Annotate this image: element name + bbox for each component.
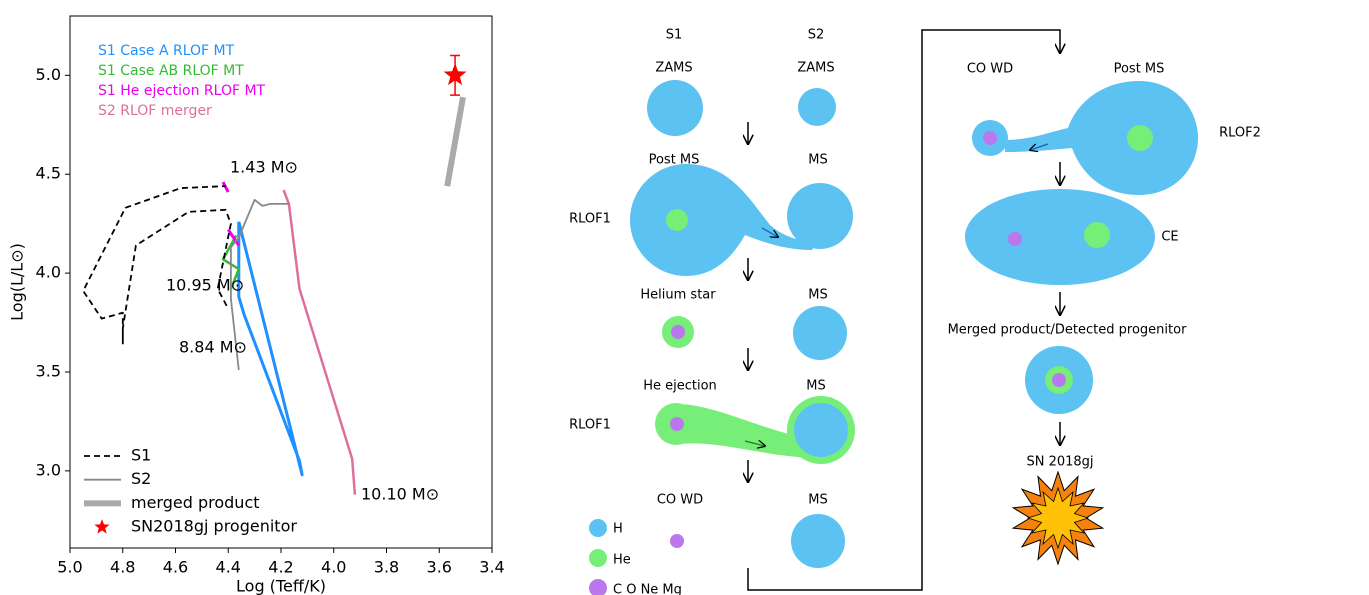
annotation: 1.43 M⊙ [230,158,298,177]
x-tick-label: 3.6 [427,558,452,577]
legend-label: S1 Case AB RLOF MT [98,63,244,79]
evolution-diagram: S1 S2 ZAMS ZAMS Post MS MS RLOF1 Helium … [569,28,1261,595]
y-tick-label: 3.0 [36,460,61,479]
x-tick-label: 4.4 [216,558,241,577]
annotation: 10.95 M⊙ [166,276,244,295]
label: He ejection [643,379,717,394]
core [1084,222,1110,248]
legend-label: S2 RLOF merger [98,103,212,119]
legend-swatch [589,519,607,537]
roche-lobe [1005,81,1198,195]
x-tick-label: 3.8 [374,558,399,577]
x-tick-label: 4.2 [268,558,293,577]
legend-label: C O Ne Mg [613,583,682,595]
label: ZAMS [797,61,834,76]
label: RLOF2 [1219,126,1261,141]
label: Helium star [640,288,716,303]
core [983,131,997,145]
legend-label: merged product [131,493,260,512]
x-tick-label: 3.4 [479,558,504,577]
star [793,306,847,360]
supernova [1013,472,1103,564]
page: 5.0 4.8 4.6 4.4 4.2 4.0 3.8 3.6 3.4 3.0 3.5 4.0 4.5 5… [0,0,1369,595]
label: MS [808,288,827,303]
star [798,88,836,126]
connector [748,30,1060,590]
legend-label: S1 [131,446,151,465]
star [791,514,845,568]
label: ZAMS [655,61,692,76]
x-tick-label: 4.0 [321,558,346,577]
legend-label: H [613,522,623,537]
core [1127,125,1153,151]
x-tick-label: 4.8 [110,558,135,577]
legend-label: He [613,553,631,568]
legend-label: S1 He ejection RLOF MT [98,83,266,99]
white-dwarf [670,534,684,548]
legend-label: S1 Case A RLOF MT [98,43,235,59]
annotation: 10.10 M⊙ [361,485,439,504]
series-line [447,97,463,186]
y-tick-label: 5.0 [36,65,61,84]
legend-swatch [94,519,109,534]
label: RLOF1 [569,418,611,433]
label: S1 [666,28,683,43]
core [1008,232,1022,246]
y-axis-label: Log(L/L⊙) [8,243,27,321]
legend-label: S2 [131,469,151,488]
series-line [239,222,302,475]
label: S2 [808,28,825,43]
label: Post MS [1114,62,1165,77]
label: SN 2018gj [1026,455,1093,470]
label: CO WD [967,62,1013,77]
label: MS [806,379,825,394]
label: CE [1161,230,1178,245]
core [1052,373,1066,387]
figure: 5.0 4.8 4.6 4.4 4.2 4.0 3.8 3.6 3.4 3.0 3.5 4.0 4.5 5… [0,0,1369,595]
label: MS [808,493,827,508]
label: CO WD [657,493,703,508]
y-tick-label: 4.0 [36,263,61,282]
core [671,325,685,339]
x-tick-label: 4.6 [163,558,188,577]
y-tick-label: 3.5 [36,361,61,380]
x-axis-label: Log (Teff/K) [236,577,326,595]
star [794,403,848,457]
label: MS [808,153,827,168]
common-envelope [965,189,1155,285]
x-tick-label: 5.0 [57,558,82,577]
star [647,80,703,136]
legend-label: SN2018gj progenitor [131,517,297,536]
legend-swatch [589,549,607,567]
star [787,183,853,249]
y-tick-label: 4.5 [36,164,61,183]
label: RLOF1 [569,212,611,227]
annotation: 8.84 M⊙ [179,338,247,357]
series-line [83,186,231,344]
legend-swatch [589,579,607,595]
label: Merged product/Detected progenitor [948,323,1187,338]
core [670,417,684,431]
core [666,209,688,231]
